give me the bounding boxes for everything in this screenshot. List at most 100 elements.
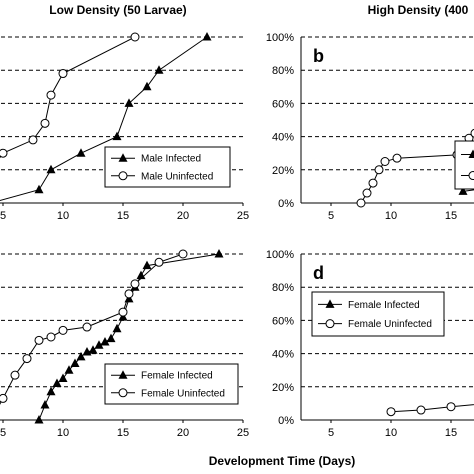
- data-point-circle: [130, 279, 140, 289]
- y-tick-label: 80%: [272, 282, 294, 294]
- data-point-triangle: [70, 358, 80, 368]
- panel-letter: d: [313, 263, 324, 283]
- x-tick-label: 15: [117, 210, 129, 222]
- data-point-circle: [130, 32, 140, 42]
- data-point-triangle: [136, 270, 146, 280]
- data-point-triangle: [202, 32, 212, 41]
- data-point-triangle: [94, 340, 104, 349]
- y-tick-label: 20%: [272, 382, 294, 394]
- legend-label: Female Infected: [348, 300, 420, 311]
- legend: Female Infected Female Uninfected: [311, 291, 445, 337]
- legend-label: Female Uninfected: [348, 319, 432, 330]
- data-point-circle: [0, 148, 8, 158]
- data-point-circle: [392, 153, 402, 163]
- data-point-triangle: [34, 184, 44, 194]
- data-point-circle: [0, 393, 8, 403]
- data-point-triangle: [112, 131, 122, 141]
- y-tick-label: 100%: [266, 32, 294, 44]
- data-point-circle: [356, 198, 366, 208]
- y-tick-label: 40%: [272, 349, 294, 361]
- data-point-circle: [22, 354, 32, 364]
- x-tick-label: 25: [237, 427, 249, 439]
- x-tick-label: 10: [57, 427, 69, 439]
- y-tick-label: 0%: [278, 415, 294, 427]
- data-point-triangle: [100, 336, 110, 346]
- legend-label: Female Uninfected: [141, 388, 225, 399]
- title-left: Low Density (50 Larvae): [49, 3, 186, 17]
- data-point-circle: [82, 322, 92, 332]
- legend-marker-circle: [325, 319, 335, 329]
- data-point-triangle: [46, 386, 56, 396]
- x-tick-label: 15: [117, 427, 129, 439]
- legend-box: [311, 291, 445, 337]
- legend-marker-circle: [468, 171, 474, 181]
- data-point-triangle: [458, 186, 468, 195]
- data-point-triangle: [52, 378, 62, 387]
- x-tick-label: 15: [445, 210, 457, 222]
- x-tick-label: 5: [0, 210, 6, 222]
- data-point-circle: [58, 325, 68, 335]
- data-point-triangle: [124, 98, 134, 107]
- data-point-triangle: [64, 365, 74, 374]
- legend: [454, 140, 474, 190]
- data-point-triangle: [142, 81, 152, 91]
- y-tick-label: 40%: [272, 132, 294, 144]
- data-point-triangle: [214, 249, 224, 258]
- data-point-circle: [124, 289, 134, 299]
- x-tick-label: 5: [0, 427, 6, 439]
- legend-box: [104, 363, 239, 405]
- x-tick-label: 20: [177, 210, 189, 222]
- legend-marker-triangle: [118, 370, 128, 379]
- data-point-triangle: [154, 65, 164, 74]
- panel-b: 5101520250%20%40%60%80%100%b: [266, 32, 474, 222]
- x-tick-label: 5: [328, 427, 334, 439]
- data-point-circle: [178, 249, 188, 259]
- data-point-circle: [446, 402, 456, 412]
- data-point-circle: [416, 405, 426, 415]
- x-axis-label: Development Time (Days): [209, 454, 356, 468]
- x-tick-label: 20: [177, 427, 189, 439]
- data-point-triangle: [76, 351, 86, 361]
- data-point-circle: [362, 188, 372, 198]
- data-point-triangle: [142, 260, 152, 270]
- data-point-circle: [10, 370, 20, 380]
- panel-letter: b: [313, 46, 324, 66]
- series-line-circle: [390, 404, 474, 413]
- data-point-circle: [34, 335, 44, 345]
- x-tick-label: 15: [445, 427, 457, 439]
- data-point-triangle: [40, 400, 50, 409]
- y-tick-label: 20%: [272, 165, 294, 177]
- data-point-triangle: [58, 373, 68, 382]
- data-point-triangle: [76, 148, 86, 157]
- data-point-circle: [28, 135, 38, 145]
- x-tick-label: 10: [57, 210, 69, 222]
- legend-marker-circle: [118, 171, 128, 181]
- data-point-triangle: [112, 323, 122, 333]
- data-point-circle: [118, 307, 128, 317]
- legend-label: Male Uninfected: [141, 171, 213, 182]
- legend-marker-triangle: [325, 299, 335, 308]
- data-point-circle: [58, 69, 68, 79]
- y-tick-label: 60%: [272, 98, 294, 110]
- data-point-triangle: [46, 164, 56, 174]
- data-point-circle: [368, 178, 378, 188]
- x-tick-label: 5: [328, 210, 334, 222]
- x-tick-label: 10: [385, 427, 397, 439]
- data-point-circle: [46, 90, 56, 100]
- data-point-circle: [386, 407, 396, 417]
- data-point-circle: [380, 157, 390, 166]
- y-tick-label: 100%: [266, 249, 294, 261]
- data-point-circle: [470, 128, 474, 138]
- legend-box: [454, 140, 474, 190]
- y-tick-label: 0%: [278, 198, 294, 210]
- title-right: High Density (400: [368, 3, 469, 17]
- legend-label: Female Infected: [141, 371, 213, 382]
- legend-marker-triangle: [118, 153, 128, 162]
- data-point-triangle: [106, 333, 116, 343]
- legend-box: [104, 146, 231, 188]
- legend-marker-circle: [118, 388, 128, 398]
- x-tick-label: 25: [237, 210, 249, 222]
- legend-marker-triangle: [468, 149, 474, 158]
- panel-a: 5 10 15 20 25 Male Infected Male Uninfected: [0, 32, 249, 222]
